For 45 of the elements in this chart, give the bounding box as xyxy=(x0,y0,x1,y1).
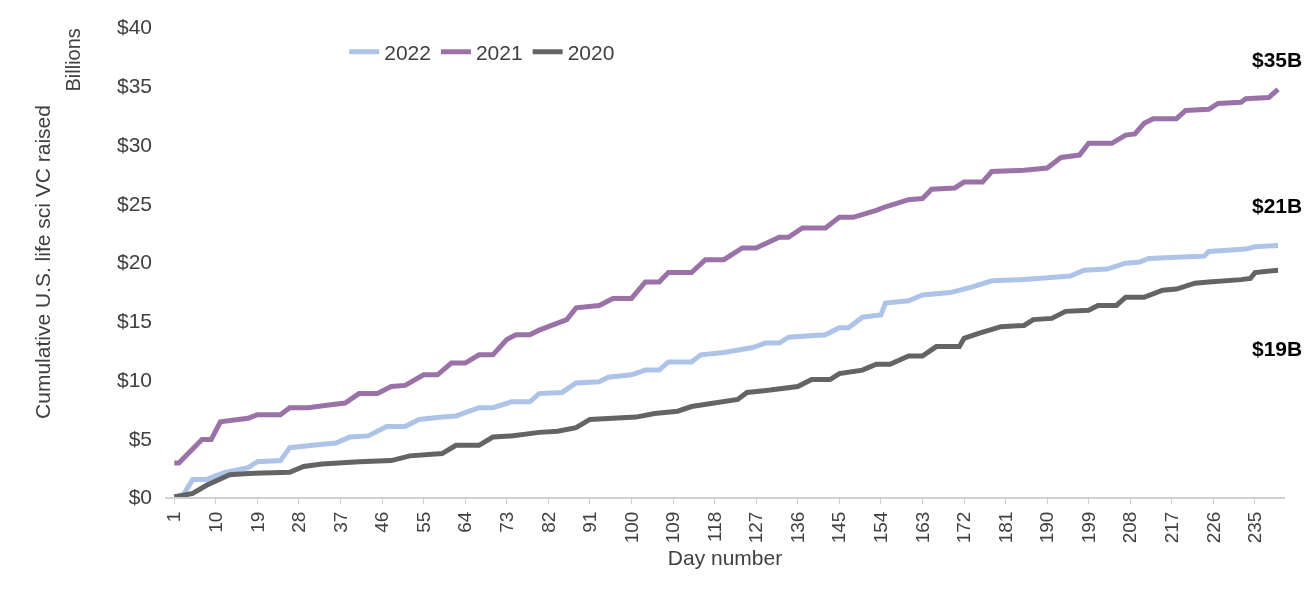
x-tick-label: 181 xyxy=(994,511,1016,544)
y-tick-label: $40 xyxy=(116,15,152,39)
y-tick-label: $15 xyxy=(116,309,152,333)
x-tick-label: 37 xyxy=(329,511,351,533)
x-tick-label: 118 xyxy=(703,511,725,542)
x-tick-label: 10 xyxy=(204,511,226,533)
y-tick-label: $5 xyxy=(128,426,152,450)
annotation: $19B xyxy=(1252,337,1303,360)
y-tick-label: $35 xyxy=(116,74,152,98)
x-tick-label: 55 xyxy=(412,511,434,533)
x-axis-title: Day number xyxy=(667,546,783,569)
text: Billions xyxy=(61,28,84,92)
legend-label: 2020 xyxy=(567,41,615,65)
y-tick-label: $30 xyxy=(116,132,152,156)
x-tick-label: 136 xyxy=(786,511,808,544)
x-tick-label: 19 xyxy=(246,511,268,533)
x-tick-label: 28 xyxy=(288,511,310,533)
x-tick-label: 172 xyxy=(953,511,975,544)
legend-label: 2022 xyxy=(384,41,431,65)
x-tick-label: 217 xyxy=(1161,511,1183,544)
legend-label: 2021 xyxy=(475,41,523,65)
x-tick-label: 82 xyxy=(537,511,559,533)
x-tick-label: 109 xyxy=(662,511,684,544)
x-tick-label: 91 xyxy=(579,511,601,533)
x-tick-label: 235 xyxy=(1244,511,1266,544)
annotation: $35B xyxy=(1252,48,1303,71)
x-tick-label: 163 xyxy=(911,511,933,544)
y-tick-label: $20 xyxy=(116,250,152,274)
x-tick-label: 154 xyxy=(870,511,892,544)
y-tick-label: $10 xyxy=(116,367,152,391)
x-tick-label: 208 xyxy=(1119,511,1141,544)
x-tick-label: 190 xyxy=(1036,511,1058,544)
x-tick-label: 1 xyxy=(163,511,185,523)
x-tick-label: 100 xyxy=(620,511,642,544)
x-tick-label: 199 xyxy=(1077,511,1099,544)
annotation: $21B xyxy=(1252,194,1303,217)
x-tick-label: 73 xyxy=(495,511,517,533)
x-tick-label: 46 xyxy=(371,511,393,533)
y-tick-label: $25 xyxy=(116,191,152,215)
x-tick-label: 145 xyxy=(828,511,850,544)
y-axis-title: Cumulative U.S. life sci VC raised xyxy=(31,105,55,419)
x-tick-label: 127 xyxy=(745,511,767,544)
x-tick-label: 226 xyxy=(1202,511,1224,544)
x-tick-label: 64 xyxy=(454,511,476,533)
y-tick-label: $0 xyxy=(128,485,152,509)
